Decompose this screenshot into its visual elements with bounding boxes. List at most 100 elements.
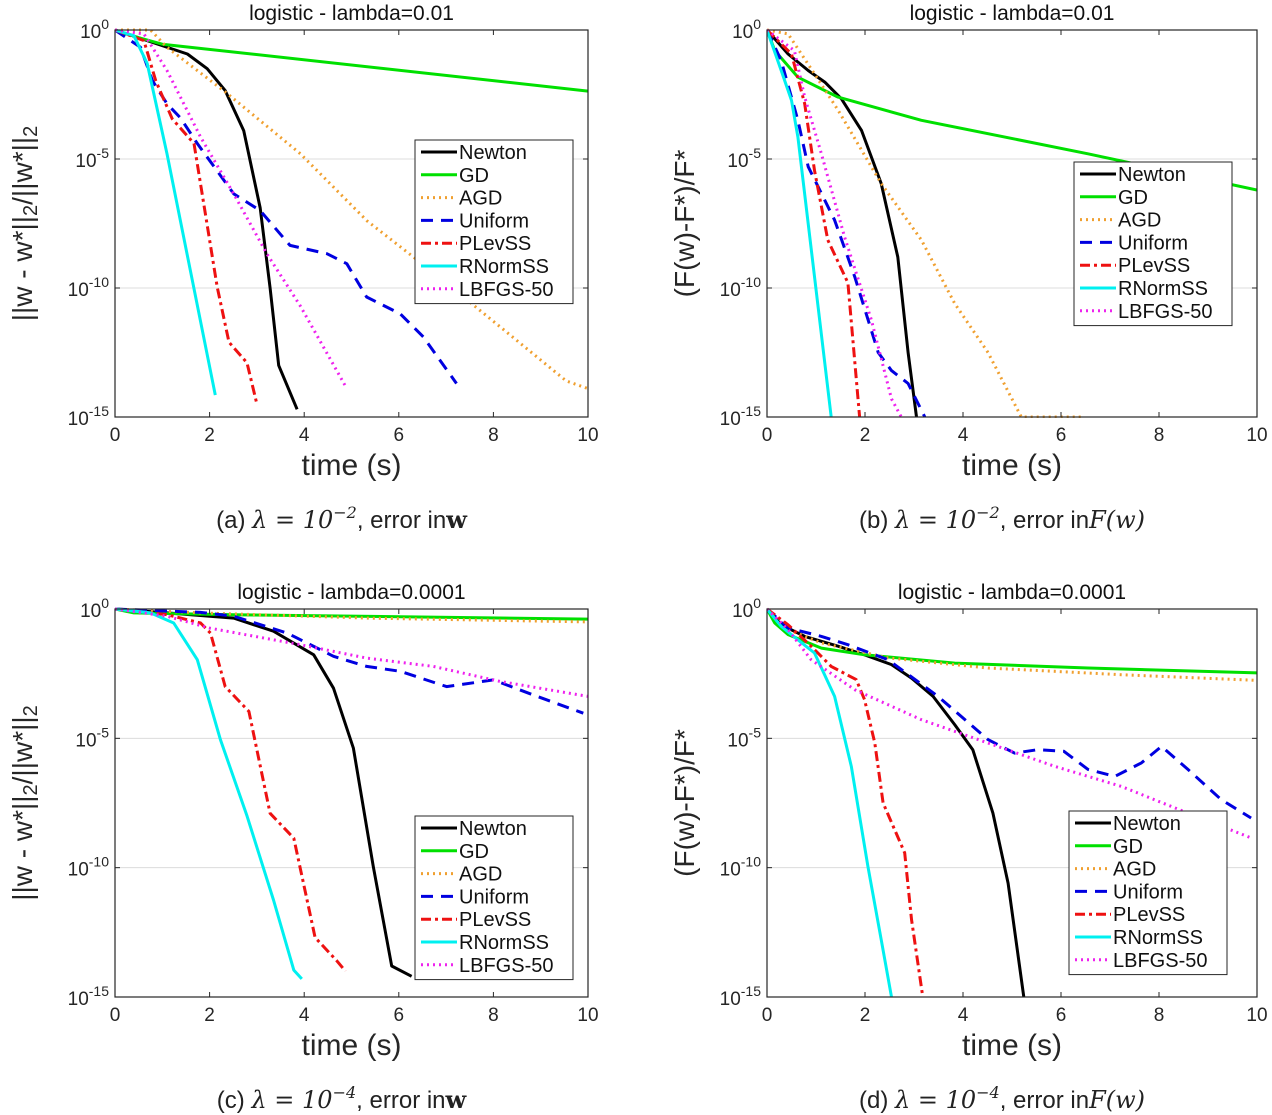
label-subscript: 2 [20, 205, 42, 216]
caption-target: F(w) [1088, 506, 1145, 534]
caption-exponent: −4 [333, 1083, 357, 1102]
tick-exponent: 0 [753, 595, 761, 611]
legend-label: AGD [1113, 859, 1156, 881]
caption-label: (a) [216, 507, 252, 534]
legend-label: GD [459, 841, 489, 863]
legend-label: RNormSS [459, 256, 549, 278]
series-line-gd [115, 28, 588, 93]
axes-box [114, 29, 589, 418]
x-tick-label: 8 [1154, 425, 1165, 446]
series-line-uniform [115, 607, 584, 715]
tick-base: 10 [720, 409, 741, 430]
series-line-plevss [767, 607, 925, 998]
tick-base: 10 [732, 601, 753, 622]
caption-label: (b) [859, 507, 895, 534]
caption-label: (d) [859, 1087, 895, 1114]
subfigure-caption: (d) λ = 10−4, error inF(w) [859, 1083, 1145, 1114]
x-tick-label: 4 [958, 1005, 969, 1026]
series-group [115, 28, 588, 410]
tick-exponent: -15 [89, 403, 109, 419]
y-axis-label: ||w - w*||2/||w*||2 [7, 705, 42, 901]
caption-target: w [445, 1085, 468, 1114]
x-tick-label: 10 [1246, 1005, 1267, 1026]
series-line-lbfgs-50 [115, 28, 347, 387]
x-tick-label: 2 [860, 1005, 871, 1026]
x-tick-label: 8 [488, 425, 499, 446]
series-line-rnormss [115, 607, 303, 980]
series-line-lbfgs-50 [767, 607, 1252, 840]
tick-exponent: -10 [89, 854, 109, 870]
tick-base: 10 [732, 22, 753, 43]
series-line-uniform [767, 607, 1252, 820]
legend-label: PLevSS [459, 233, 531, 255]
series-line-gd [767, 608, 1257, 675]
legend-label: PLevSS [1113, 904, 1185, 926]
caption-text: , error in [1000, 1087, 1089, 1114]
legend-label: GD [1113, 836, 1143, 858]
legend-label: Uniform [1113, 881, 1183, 903]
x-tick-label: 2 [860, 425, 871, 446]
series-line-plevss [115, 28, 259, 405]
y-tick-label: 100 [732, 595, 761, 622]
tick-exponent: 0 [753, 16, 761, 32]
y-tick-label: 10-15 [68, 983, 110, 1010]
y-tick-label: 100 [732, 16, 761, 43]
chart-title: logistic - lambda=0.01 [249, 2, 454, 25]
x-tick-label: 2 [204, 425, 215, 446]
tick-base: 10 [720, 989, 741, 1010]
x-tick-label: 10 [577, 425, 598, 446]
caption-target: w [445, 505, 468, 534]
series-line-uniform [767, 29, 927, 418]
legend-label: Uniform [1118, 232, 1188, 254]
y-tick-label: 10-15 [68, 403, 110, 430]
y-tick-label: 10-10 [720, 274, 762, 301]
label-text: ||w - w*|| [7, 216, 38, 321]
subfigure-caption: (b) λ = 10−2, error inF(w) [859, 503, 1145, 534]
caption-lambda: λ = 10 [250, 1086, 332, 1114]
x-axis-label: time (s) [302, 1029, 402, 1062]
tick-base: 10 [80, 22, 101, 43]
tick-exponent: -5 [97, 724, 110, 740]
caption-label: (c) [217, 1087, 252, 1114]
series-line-uniform [115, 28, 458, 385]
x-tick-label: 6 [1056, 425, 1067, 446]
tick-exponent: 0 [101, 595, 109, 611]
y-tick-label: 10-10 [68, 854, 110, 881]
x-tick-label: 6 [394, 1005, 405, 1026]
tick-base: 10 [75, 730, 96, 751]
caption-lambda: λ = 10 [894, 1086, 976, 1114]
label-text: (F(w)-F*)/F* [669, 729, 700, 877]
y-tick-label: 100 [80, 16, 109, 43]
x-tick-label: 2 [204, 1005, 215, 1026]
legend-label: Newton [459, 142, 527, 164]
series-line-rnormss [115, 28, 217, 396]
tick-exponent: -15 [741, 983, 761, 999]
legend-label: GD [1118, 187, 1148, 209]
x-axis-label: time (s) [962, 449, 1062, 482]
legend-label: RNormSS [1113, 927, 1203, 949]
legend-label: AGD [459, 188, 502, 210]
caption-target: F(w) [1088, 1086, 1145, 1114]
caption-exponent: −2 [333, 503, 357, 522]
tick-exponent: -10 [741, 274, 761, 290]
x-tick-label: 4 [299, 425, 310, 446]
x-tick-label: 6 [394, 425, 405, 446]
legend-label: PLevSS [459, 909, 531, 931]
tick-base: 10 [75, 151, 96, 172]
legend-label: PLevSS [1118, 255, 1190, 277]
legend-label: LBFGS-50 [459, 279, 553, 301]
tick-exponent: -5 [97, 145, 110, 161]
x-tick-label: 8 [488, 1005, 499, 1026]
tick-base: 10 [68, 280, 89, 301]
y-axis-label: ||w - w*||2/||w*||2 [7, 126, 42, 322]
legend-label: RNormSS [1118, 278, 1208, 300]
x-tick-label: 0 [110, 425, 121, 446]
series-line-newton [115, 28, 299, 410]
series-line-newton [115, 607, 413, 978]
axes-box [114, 608, 589, 998]
series-line-rnormss [767, 608, 893, 998]
